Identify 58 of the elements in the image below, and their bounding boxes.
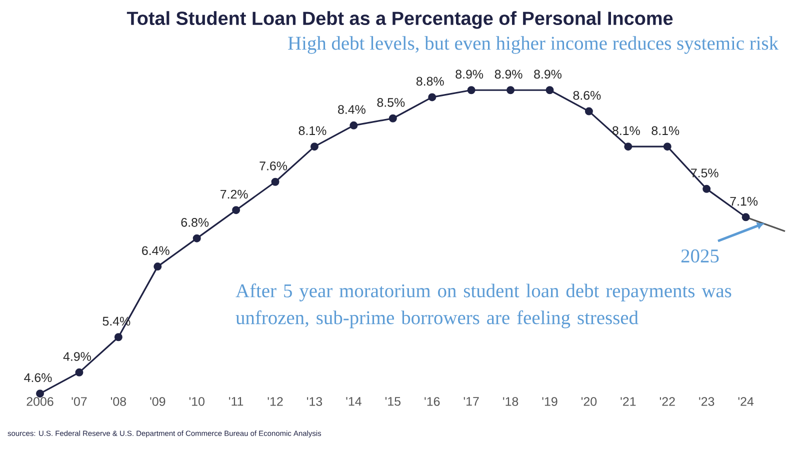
data-label: 8.4% [338, 105, 366, 114]
data-label: 4.6% [24, 373, 52, 382]
x-tick-label: '20 [581, 397, 597, 406]
data-label: 4.9% [63, 352, 91, 361]
x-tick-label: '24 [738, 397, 754, 406]
data-label: 8.1% [612, 126, 640, 136]
data-label: 7.6% [260, 162, 288, 170]
x-tick-label: '11 [229, 397, 244, 406]
chart-subtitle: High debt levels, but even higher income reduces systemic risk [288, 36, 779, 54]
x-tick-label: '21 [620, 397, 636, 406]
point [506, 86, 515, 94]
point [232, 206, 240, 214]
point [154, 262, 162, 271]
data-label: 8.1% [298, 126, 326, 136]
point [350, 121, 358, 130]
x-tick-label: '12 [268, 397, 283, 406]
x-tick-label: '15 [385, 397, 400, 406]
point [742, 213, 750, 222]
data-label: 7.1% [730, 196, 758, 206]
point [624, 142, 632, 151]
point [467, 86, 476, 94]
annotation: After 5 year moratorium on student loan debt repayments was unfrozen, sub-prime borrowers are feeling stressed [236, 284, 732, 328]
x-tick-label: '10 [189, 397, 204, 406]
x-tick-label: '17 [464, 397, 479, 406]
point [702, 184, 711, 193]
point [114, 333, 122, 342]
point [584, 107, 593, 116]
data-label: 8.1% [652, 126, 680, 136]
x-tick-label: 2006 [26, 397, 54, 406]
data-label: 6.4% [142, 246, 170, 256]
point [663, 142, 672, 151]
point [75, 368, 84, 376]
chart-title: Total Student Loan Debt as a Percentage of Personal Income [126, 11, 673, 29]
point [192, 234, 201, 242]
x-tick-label: '22 [660, 397, 675, 406]
point [388, 114, 397, 122]
x-tick-label: '07 [72, 397, 87, 406]
point [428, 93, 436, 102]
annotation: 2025 [681, 249, 719, 263]
x-tick-label: '18 [503, 397, 518, 406]
point [310, 142, 318, 151]
x-tick-label: '16 [424, 397, 440, 406]
data-label: 7.2% [220, 190, 248, 199]
x-tick-label: '09 [150, 397, 166, 406]
x-tick-label: '08 [110, 397, 126, 406]
data-label: 8.5% [377, 98, 405, 107]
x-tick-label: '19 [542, 397, 558, 406]
data-label: 8.9% [494, 70, 522, 79]
data-label: 8.9% [456, 70, 484, 79]
point [271, 178, 280, 186]
data-label: 6.8% [181, 218, 209, 227]
data-label: 8.8% [416, 76, 444, 86]
data-label: 8.9% [534, 70, 562, 79]
x-tick-label: '23 [699, 397, 714, 406]
point [546, 86, 554, 94]
data-label: 8.6% [573, 90, 601, 100]
x-tick-label: '14 [346, 397, 362, 406]
x-tick-label: '13 [306, 397, 322, 406]
